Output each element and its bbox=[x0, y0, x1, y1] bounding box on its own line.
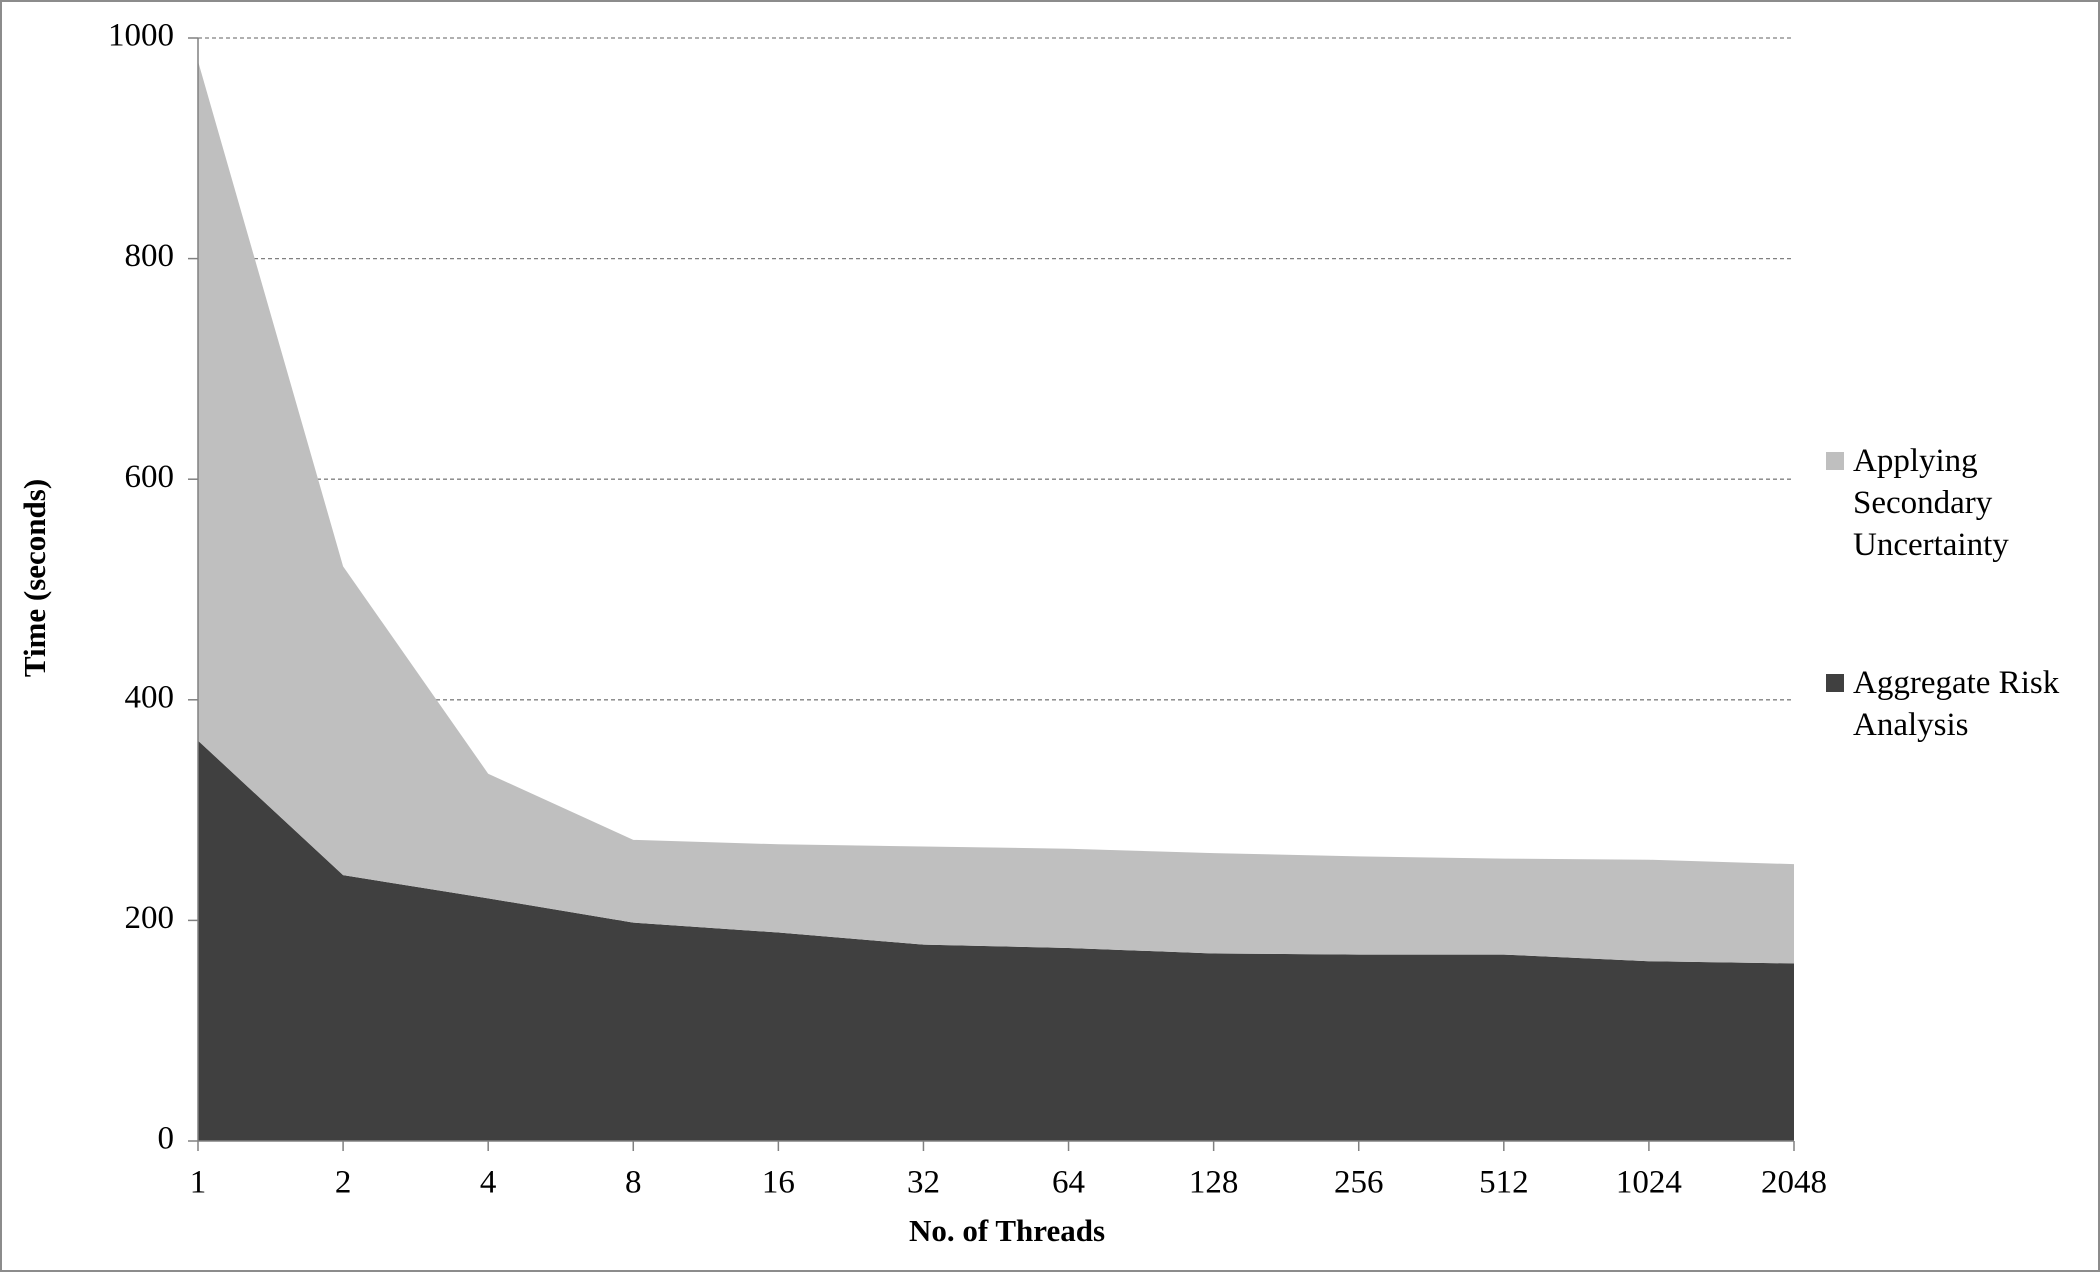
x-tick-label: 512 bbox=[1479, 1165, 1529, 1201]
x-axis-title: No. of Threads bbox=[909, 1213, 1105, 1248]
y-tick-label: 1000 bbox=[108, 18, 174, 54]
x-tick-label: 2 bbox=[335, 1165, 352, 1201]
y-tick-label: 800 bbox=[125, 238, 175, 274]
x-tick-label: 4 bbox=[480, 1165, 497, 1201]
x-tick-label: 1024 bbox=[1616, 1165, 1682, 1201]
legend-swatch bbox=[1826, 674, 1844, 692]
y-tick-label: 200 bbox=[125, 900, 175, 936]
y-axis-title: Time (seconds) bbox=[17, 479, 52, 677]
x-tick-label: 2048 bbox=[1761, 1165, 1827, 1201]
legend-label: Aggregate Risk Analysis bbox=[1853, 665, 2060, 743]
y-tick-label: 0 bbox=[158, 1121, 175, 1157]
legend-label: Applying Secondary Uncertainty bbox=[1853, 443, 2009, 563]
x-tick-label: 16 bbox=[762, 1165, 795, 1201]
area bbox=[198, 61, 1794, 964]
x-tick-label: 8 bbox=[625, 1165, 642, 1201]
x-tick-label: 128 bbox=[1189, 1165, 1239, 1201]
legend-item: Aggregate Risk Analysis bbox=[1826, 662, 2100, 746]
y-tick-label: 400 bbox=[125, 679, 175, 715]
x-tick-label: 256 bbox=[1334, 1165, 1384, 1201]
legend-swatch bbox=[1826, 452, 1844, 470]
x-tick-label: 32 bbox=[907, 1165, 940, 1201]
legend-item: Applying Secondary Uncertainty bbox=[1826, 440, 2100, 566]
x-tick-label: 64 bbox=[1052, 1165, 1085, 1201]
y-tick-label: 600 bbox=[125, 459, 175, 495]
x-tick-label: 1 bbox=[190, 1165, 207, 1201]
area bbox=[198, 740, 1794, 1141]
